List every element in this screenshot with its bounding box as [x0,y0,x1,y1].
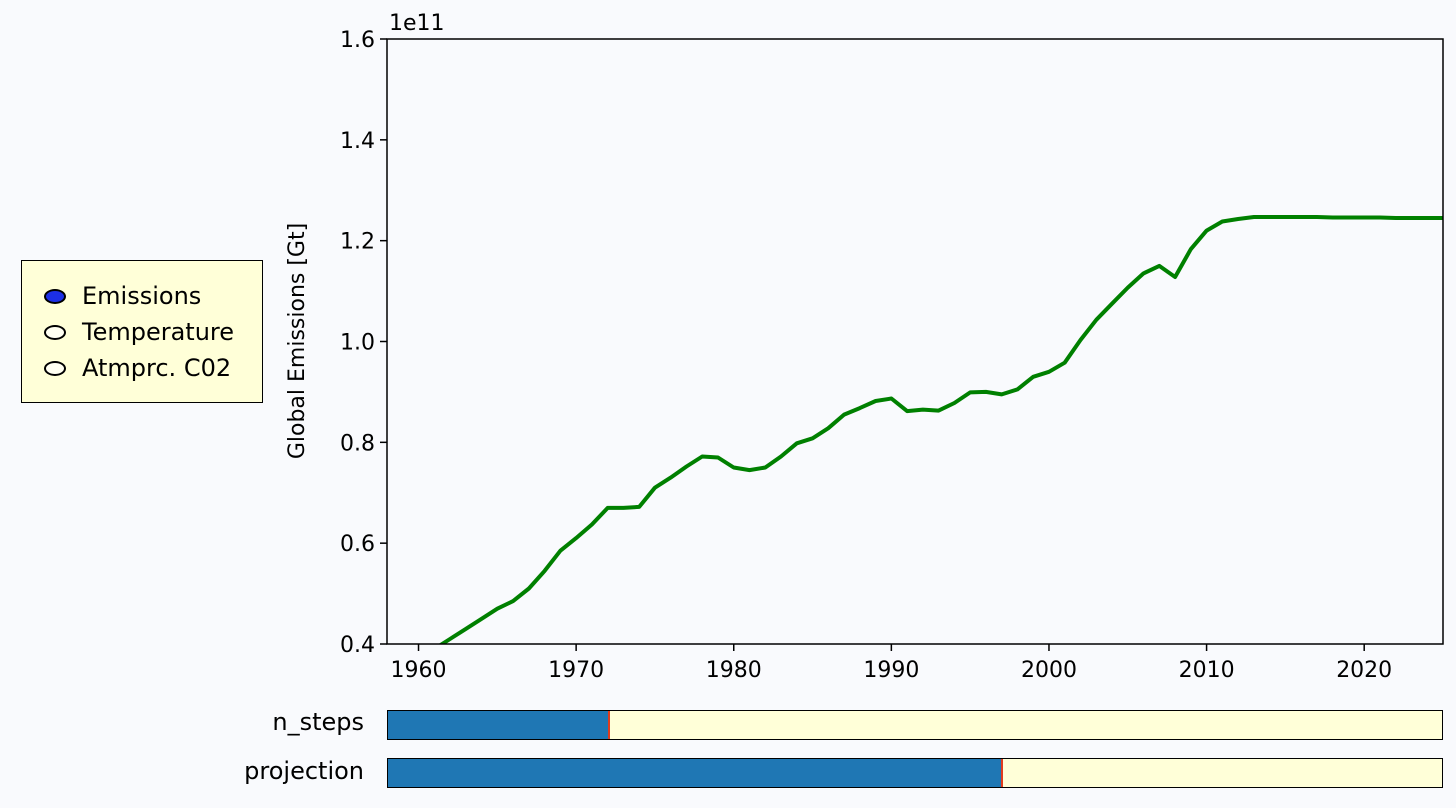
n-steps-slider-label: n_steps [272,708,364,736]
radio-option-emissions[interactable]: Emissions [44,281,201,311]
radio-option-temperature[interactable]: Temperature [44,317,234,347]
radio-option-atmospheric-co2[interactable]: Atmprc. C02 [44,353,231,383]
emissions-series-line [438,215,1443,644]
radio-option-label: Atmprc. C02 [82,354,232,382]
y-tick-label: 0.6 [340,532,375,557]
y-tick-label: 1.4 [340,129,375,154]
x-tick-label: 2010 [1179,658,1235,683]
radio-option-label: Emissions [82,282,202,310]
radio-button-icon[interactable] [44,324,66,340]
slider-fill [388,759,1003,787]
slider-handle[interactable] [1001,759,1004,787]
series-radio-group: Emissions Temperature Atmprc. C02 [21,260,263,403]
projection-slider-label: projection [244,757,364,785]
slider-handle[interactable] [608,711,611,739]
x-tick-label: 1970 [548,658,604,683]
plot-area [387,39,1443,644]
slider-fill [388,711,610,739]
y-tick-label: 1.6 [340,28,375,53]
y-axis-label: Global Emissions [Gt] [285,223,310,459]
x-tick-label: 1990 [863,658,919,683]
y-tick-label: 1.2 [340,230,375,255]
radio-button-icon[interactable] [44,288,66,304]
y-tick-label: 0.4 [340,633,375,658]
x-tick-label: 1980 [706,658,762,683]
y-tick-label: 0.8 [340,431,375,456]
radio-option-label: Temperature [82,318,235,346]
x-tick-label: 2020 [1336,658,1392,683]
n-steps-slider[interactable] [387,710,1443,740]
x-tick-label: 2000 [1021,658,1077,683]
radio-button-icon[interactable] [44,360,66,376]
x-tick-label: 1960 [391,658,447,683]
y-tick-label: 1.0 [340,331,375,356]
projection-slider[interactable] [387,758,1443,788]
y-offset-text: 1e11 [389,11,445,36]
